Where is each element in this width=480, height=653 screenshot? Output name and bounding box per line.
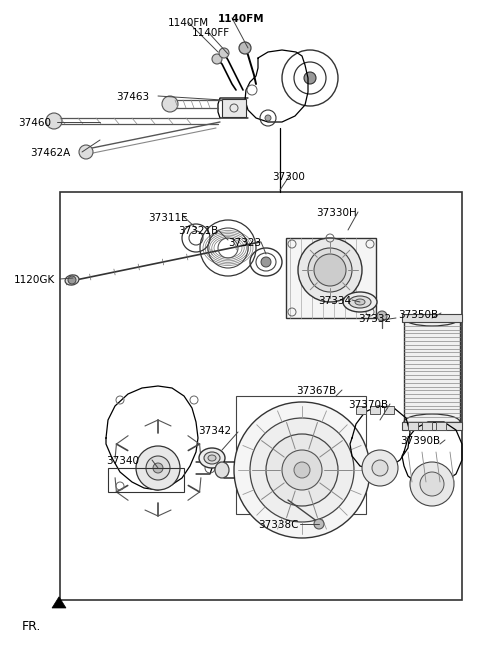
Bar [422,422,432,430]
Text: 1140FM: 1140FM [168,18,209,28]
Circle shape [219,48,229,58]
Ellipse shape [208,455,216,461]
Ellipse shape [355,299,365,305]
Circle shape [308,248,352,292]
Circle shape [282,450,322,490]
Ellipse shape [204,452,220,464]
Ellipse shape [215,462,229,478]
Circle shape [136,446,180,490]
Text: 37340: 37340 [106,456,139,466]
Circle shape [79,145,93,159]
Bar [60,192,462,600]
Bar [108,468,184,492]
Text: 1140FM: 1140FM [218,14,264,24]
Text: FR.: FR. [22,620,41,633]
Circle shape [162,96,178,112]
Text: 37311E: 37311E [148,213,188,223]
Circle shape [362,450,398,486]
Bar [222,99,246,117]
Ellipse shape [349,296,371,308]
Text: 37460: 37460 [18,118,51,128]
Text: 37330H: 37330H [316,208,357,218]
Text: 37338C: 37338C [258,520,299,530]
Text: 37342: 37342 [198,426,231,436]
Bar [436,422,446,430]
Text: 37390B: 37390B [400,436,440,446]
Circle shape [146,456,170,480]
Circle shape [234,402,370,538]
Bar [404,318,460,422]
Text: 37323: 37323 [228,238,261,248]
Bar [402,314,462,322]
Bar [370,406,380,414]
Bar [402,422,462,430]
Circle shape [410,462,454,506]
Text: 37367B: 37367B [296,386,336,396]
Circle shape [298,238,362,302]
Text: 1120GK: 1120GK [14,275,55,285]
Text: 37462A: 37462A [30,148,70,158]
Text: 37370B: 37370B [348,400,388,410]
Bar [356,406,366,414]
Bar [286,238,376,318]
Text: 37463: 37463 [116,92,149,102]
Text: 37350B: 37350B [398,310,438,320]
Circle shape [265,115,271,121]
Circle shape [304,72,316,84]
Circle shape [420,472,444,496]
Ellipse shape [199,448,225,468]
Circle shape [372,460,388,476]
Text: 37321B: 37321B [178,226,218,236]
Text: 37334: 37334 [318,296,351,306]
Text: 37300: 37300 [272,172,305,182]
Ellipse shape [65,275,79,285]
Bar [384,406,394,414]
Circle shape [261,257,271,267]
Circle shape [314,519,324,529]
Bar [236,396,366,514]
Circle shape [250,418,354,522]
Polygon shape [52,597,66,608]
Bar [408,422,418,430]
Ellipse shape [343,292,377,312]
Circle shape [153,463,163,473]
Circle shape [266,434,338,506]
Circle shape [314,254,346,286]
Circle shape [294,462,310,478]
Circle shape [68,276,76,284]
Text: 37332: 37332 [358,314,391,324]
Text: 1140FF: 1140FF [192,28,230,38]
Circle shape [46,113,62,129]
Circle shape [377,311,387,321]
Circle shape [212,54,222,64]
Circle shape [239,42,251,54]
